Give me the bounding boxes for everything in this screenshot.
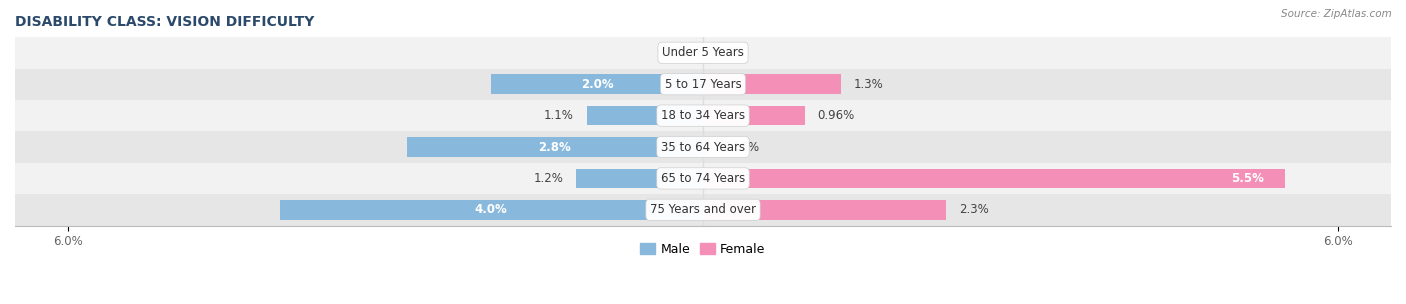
Text: 1.2%: 1.2% [533,172,564,185]
Bar [576,169,703,188]
Text: 0.0%: 0.0% [716,46,745,59]
Bar [703,74,841,94]
Bar [703,106,804,125]
Text: 0.06%: 0.06% [723,140,759,154]
Text: 1.1%: 1.1% [544,109,574,122]
Bar [15,194,1391,226]
Bar [703,137,710,157]
Text: 0.96%: 0.96% [817,109,855,122]
Bar [15,68,1391,100]
Text: 18 to 34 Years: 18 to 34 Years [661,109,745,122]
Bar [703,169,1285,188]
Text: 4.0%: 4.0% [475,203,508,216]
Text: DISABILITY CLASS: VISION DIFFICULTY: DISABILITY CLASS: VISION DIFFICULTY [15,15,315,29]
Text: 75 Years and over: 75 Years and over [650,203,756,216]
Text: 2.8%: 2.8% [538,140,571,154]
Legend: Male, Female: Male, Female [636,238,770,261]
Text: 1.3%: 1.3% [853,78,883,91]
Bar [586,106,703,125]
Text: 35 to 64 Years: 35 to 64 Years [661,140,745,154]
Text: 2.3%: 2.3% [959,203,988,216]
Bar [15,100,1391,131]
Text: Under 5 Years: Under 5 Years [662,46,744,59]
Bar [406,137,703,157]
Text: 5 to 17 Years: 5 to 17 Years [665,78,741,91]
Text: 5.5%: 5.5% [1232,172,1264,185]
Bar [280,200,703,219]
Text: 65 to 74 Years: 65 to 74 Years [661,172,745,185]
Bar [491,74,703,94]
Bar [15,37,1391,68]
Text: Source: ZipAtlas.com: Source: ZipAtlas.com [1281,9,1392,19]
Text: 2.0%: 2.0% [581,78,613,91]
Text: 0.0%: 0.0% [661,46,690,59]
Bar [15,163,1391,194]
Bar [15,131,1391,163]
Bar [703,200,946,219]
